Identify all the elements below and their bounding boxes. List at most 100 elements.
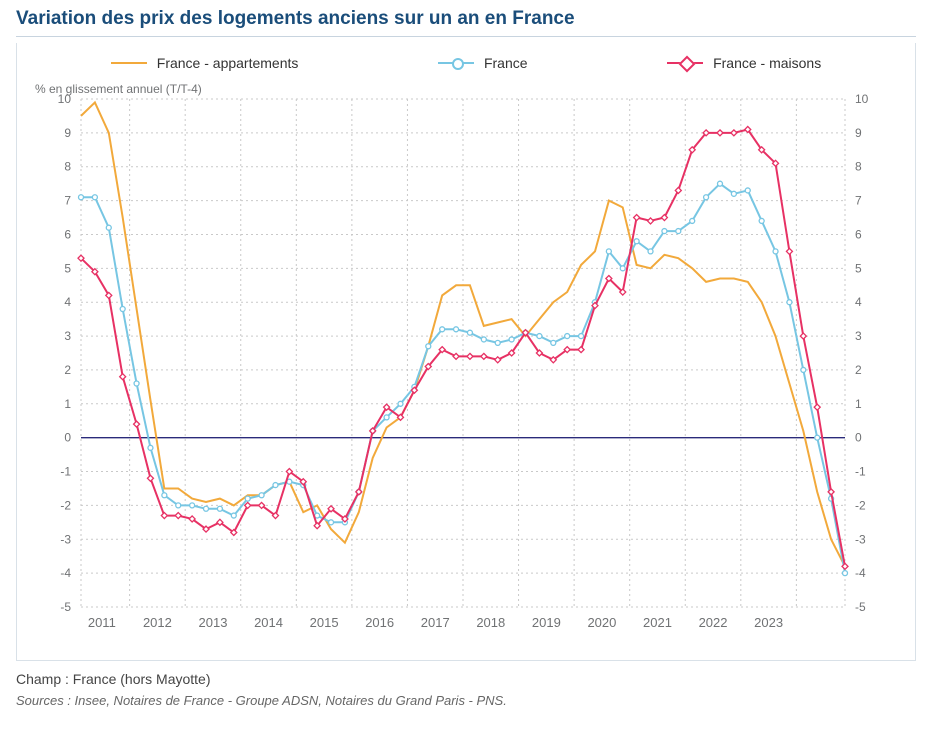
series-marker: [147, 475, 153, 481]
x-tick-label: 2021: [643, 615, 672, 630]
series-marker: [79, 195, 84, 200]
series-marker: [190, 503, 195, 508]
x-tick-label: 2014: [254, 615, 283, 630]
y-tick-right: -4: [855, 566, 866, 580]
y-tick-left: -3: [60, 532, 71, 546]
series-marker: [634, 239, 639, 244]
series-marker: [634, 215, 640, 221]
series-marker: [384, 415, 389, 420]
series-marker: [176, 503, 181, 508]
y-tick-left: 7: [64, 194, 71, 208]
y-tick-left: 5: [64, 261, 71, 275]
y-tick-right: -2: [855, 498, 866, 512]
series-marker: [800, 333, 806, 339]
x-tick-label: 2012: [143, 615, 172, 630]
series-marker: [120, 374, 126, 380]
x-tick-label: 2020: [587, 615, 616, 630]
x-tick-label: 2015: [310, 615, 339, 630]
series-marker: [273, 483, 278, 488]
series-marker: [579, 334, 584, 339]
series-marker: [843, 571, 848, 576]
series-marker: [509, 337, 514, 342]
y-tick-left: 6: [64, 227, 71, 241]
series-marker: [704, 195, 709, 200]
series-marker: [162, 493, 167, 498]
series-marker: [495, 340, 500, 345]
y-tick-left: -2: [60, 498, 71, 512]
x-tick-label: 2018: [476, 615, 505, 630]
series-marker: [134, 421, 140, 427]
legend-label: France: [484, 55, 528, 71]
y-tick-right: 1: [855, 397, 862, 411]
y-tick-left: 8: [64, 160, 71, 174]
chart-footer: Champ : France (hors Mayotte) Sources : …: [16, 671, 916, 708]
series-marker: [745, 188, 750, 193]
y-tick-left: 0: [64, 431, 71, 445]
series-marker: [648, 218, 654, 224]
series-marker: [759, 218, 764, 223]
series-marker: [565, 334, 570, 339]
y-tick-left: 4: [64, 295, 71, 309]
line-chart: % en glissement annuel (T/T-4)-5-5-4-4-3…: [25, 75, 901, 635]
y-tick-left: 9: [64, 126, 71, 140]
series-marker: [551, 340, 556, 345]
y-tick-left: 1: [64, 397, 71, 411]
x-tick-label: 2017: [421, 615, 450, 630]
series-marker: [426, 344, 431, 349]
series-marker: [690, 218, 695, 223]
x-tick-label: 2022: [699, 615, 728, 630]
series-marker: [481, 353, 487, 359]
series-marker: [786, 248, 792, 254]
series-marker: [467, 330, 472, 335]
series-marker: [329, 520, 334, 525]
y-tick-left: 2: [64, 363, 71, 377]
scope-text: Champ : France (hors Mayotte): [16, 671, 916, 687]
series-marker: [814, 404, 820, 410]
y-tick-left: -1: [60, 465, 71, 479]
series-marker: [578, 347, 584, 353]
legend-item: France - maisons: [667, 55, 821, 71]
series-marker: [467, 353, 473, 359]
series-marker: [620, 266, 625, 271]
y-tick-left: -4: [60, 566, 71, 580]
series-marker: [245, 496, 250, 501]
series-marker: [662, 229, 667, 234]
y-tick-right: 8: [855, 160, 862, 174]
y-tick-right: 7: [855, 194, 862, 208]
x-tick-label: 2019: [532, 615, 561, 630]
series-marker: [815, 435, 820, 440]
series-marker: [134, 381, 139, 386]
legend-item: France - appartements: [111, 55, 299, 71]
y-tick-right: 10: [855, 92, 869, 106]
legend: France - appartements France France - mais…: [25, 47, 907, 75]
series-marker: [175, 513, 181, 519]
y-tick-right: 6: [855, 227, 862, 241]
series-marker: [92, 195, 97, 200]
sources-text: Sources : Insee, Notaires de France - Gr…: [16, 693, 916, 708]
series-marker: [787, 300, 792, 305]
series-marker: [717, 181, 722, 186]
x-tick-label: 2023: [754, 615, 783, 630]
series-marker: [231, 513, 236, 518]
series-marker: [148, 445, 153, 450]
x-tick-label: 2016: [365, 615, 394, 630]
chart-container: France - appartements France France - mais…: [16, 43, 916, 661]
series-marker: [537, 334, 542, 339]
y-tick-right: 5: [855, 261, 862, 275]
legend-label: France - maisons: [713, 55, 821, 71]
y-tick-left: -5: [60, 600, 71, 614]
series-marker: [106, 225, 111, 230]
x-tick-label: 2011: [88, 615, 116, 630]
legend-label: France - appartements: [157, 55, 299, 71]
series-marker: [398, 401, 403, 406]
chart-title: Variation des prix des logements anciens…: [16, 8, 916, 37]
series-marker: [161, 513, 167, 519]
series-marker: [120, 306, 125, 311]
y-tick-right: 3: [855, 329, 862, 343]
y-tick-right: 2: [855, 363, 862, 377]
series-marker: [717, 130, 723, 136]
series-marker: [676, 229, 681, 234]
series-marker: [731, 191, 736, 196]
series-marker: [217, 506, 222, 511]
series-marker: [204, 506, 209, 511]
